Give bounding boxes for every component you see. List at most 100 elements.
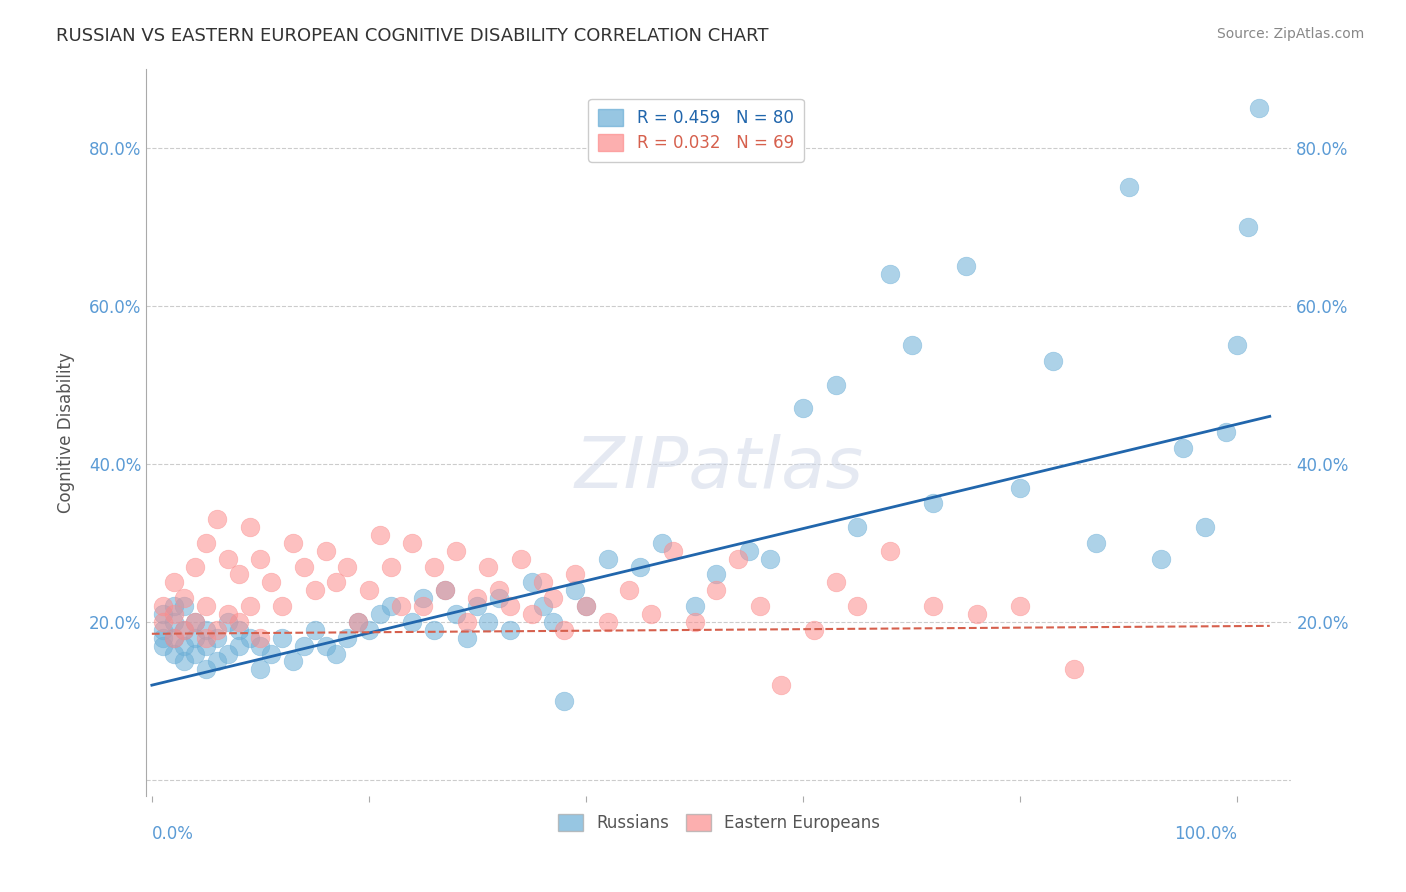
Point	[467, 599, 489, 613]
Point	[205, 655, 228, 669]
Point	[922, 599, 945, 613]
Point	[553, 694, 575, 708]
Point	[1063, 662, 1085, 676]
Point	[651, 536, 673, 550]
Point	[1194, 520, 1216, 534]
Point	[205, 512, 228, 526]
Point	[922, 496, 945, 510]
Point	[238, 631, 260, 645]
Point	[347, 615, 370, 629]
Point	[304, 583, 326, 598]
Point	[228, 615, 250, 629]
Point	[444, 543, 467, 558]
Point	[184, 615, 207, 629]
Legend: Russians, Eastern Europeans: Russians, Eastern Europeans	[551, 807, 887, 838]
Text: ZIPatlas: ZIPatlas	[575, 434, 863, 503]
Point	[1237, 219, 1260, 234]
Point	[368, 607, 391, 621]
Point	[683, 599, 706, 613]
Point	[249, 639, 271, 653]
Point	[704, 583, 727, 598]
Point	[380, 559, 402, 574]
Point	[619, 583, 641, 598]
Point	[292, 559, 315, 574]
Point	[509, 551, 531, 566]
Point	[846, 520, 869, 534]
Point	[315, 543, 337, 558]
Point	[456, 615, 478, 629]
Point	[173, 599, 195, 613]
Point	[228, 623, 250, 637]
Point	[173, 623, 195, 637]
Point	[499, 599, 522, 613]
Point	[195, 662, 218, 676]
Point	[162, 647, 184, 661]
Point	[173, 623, 195, 637]
Point	[575, 599, 598, 613]
Point	[249, 551, 271, 566]
Point	[879, 543, 901, 558]
Point	[488, 583, 510, 598]
Text: 0.0%: 0.0%	[152, 825, 194, 843]
Point	[543, 591, 565, 606]
Point	[292, 639, 315, 653]
Text: 100.0%: 100.0%	[1174, 825, 1237, 843]
Point	[1171, 441, 1194, 455]
Point	[488, 591, 510, 606]
Point	[900, 338, 922, 352]
Point	[325, 647, 347, 661]
Point	[628, 559, 651, 574]
Point	[727, 551, 749, 566]
Point	[662, 543, 685, 558]
Point	[596, 551, 619, 566]
Point	[228, 639, 250, 653]
Point	[152, 631, 174, 645]
Point	[184, 647, 207, 661]
Point	[423, 559, 446, 574]
Point	[391, 599, 413, 613]
Point	[1010, 481, 1032, 495]
Point	[803, 623, 825, 637]
Point	[368, 528, 391, 542]
Point	[575, 599, 598, 613]
Point	[205, 631, 228, 645]
Point	[152, 639, 174, 653]
Text: Source: ZipAtlas.com: Source: ZipAtlas.com	[1216, 27, 1364, 41]
Point	[531, 599, 554, 613]
Point	[357, 623, 380, 637]
Point	[412, 591, 434, 606]
Point	[499, 623, 522, 637]
Point	[281, 536, 304, 550]
Point	[173, 639, 195, 653]
Point	[184, 615, 207, 629]
Point	[336, 559, 359, 574]
Point	[1226, 338, 1249, 352]
Point	[336, 631, 359, 645]
Point	[152, 623, 174, 637]
Point	[433, 583, 456, 598]
Point	[955, 259, 977, 273]
Point	[217, 615, 239, 629]
Point	[738, 543, 761, 558]
Point	[596, 615, 619, 629]
Point	[748, 599, 770, 613]
Point	[162, 575, 184, 590]
Point	[184, 559, 207, 574]
Point	[824, 377, 846, 392]
Point	[205, 623, 228, 637]
Point	[564, 567, 586, 582]
Point	[770, 678, 793, 692]
Point	[195, 623, 218, 637]
Point	[1042, 354, 1064, 368]
Point	[238, 599, 260, 613]
Point	[184, 631, 207, 645]
Point	[704, 567, 727, 582]
Point	[195, 536, 218, 550]
Point	[325, 575, 347, 590]
Point	[1215, 425, 1237, 440]
Point	[792, 401, 814, 416]
Point	[564, 583, 586, 598]
Point	[553, 623, 575, 637]
Point	[152, 599, 174, 613]
Point	[1010, 599, 1032, 613]
